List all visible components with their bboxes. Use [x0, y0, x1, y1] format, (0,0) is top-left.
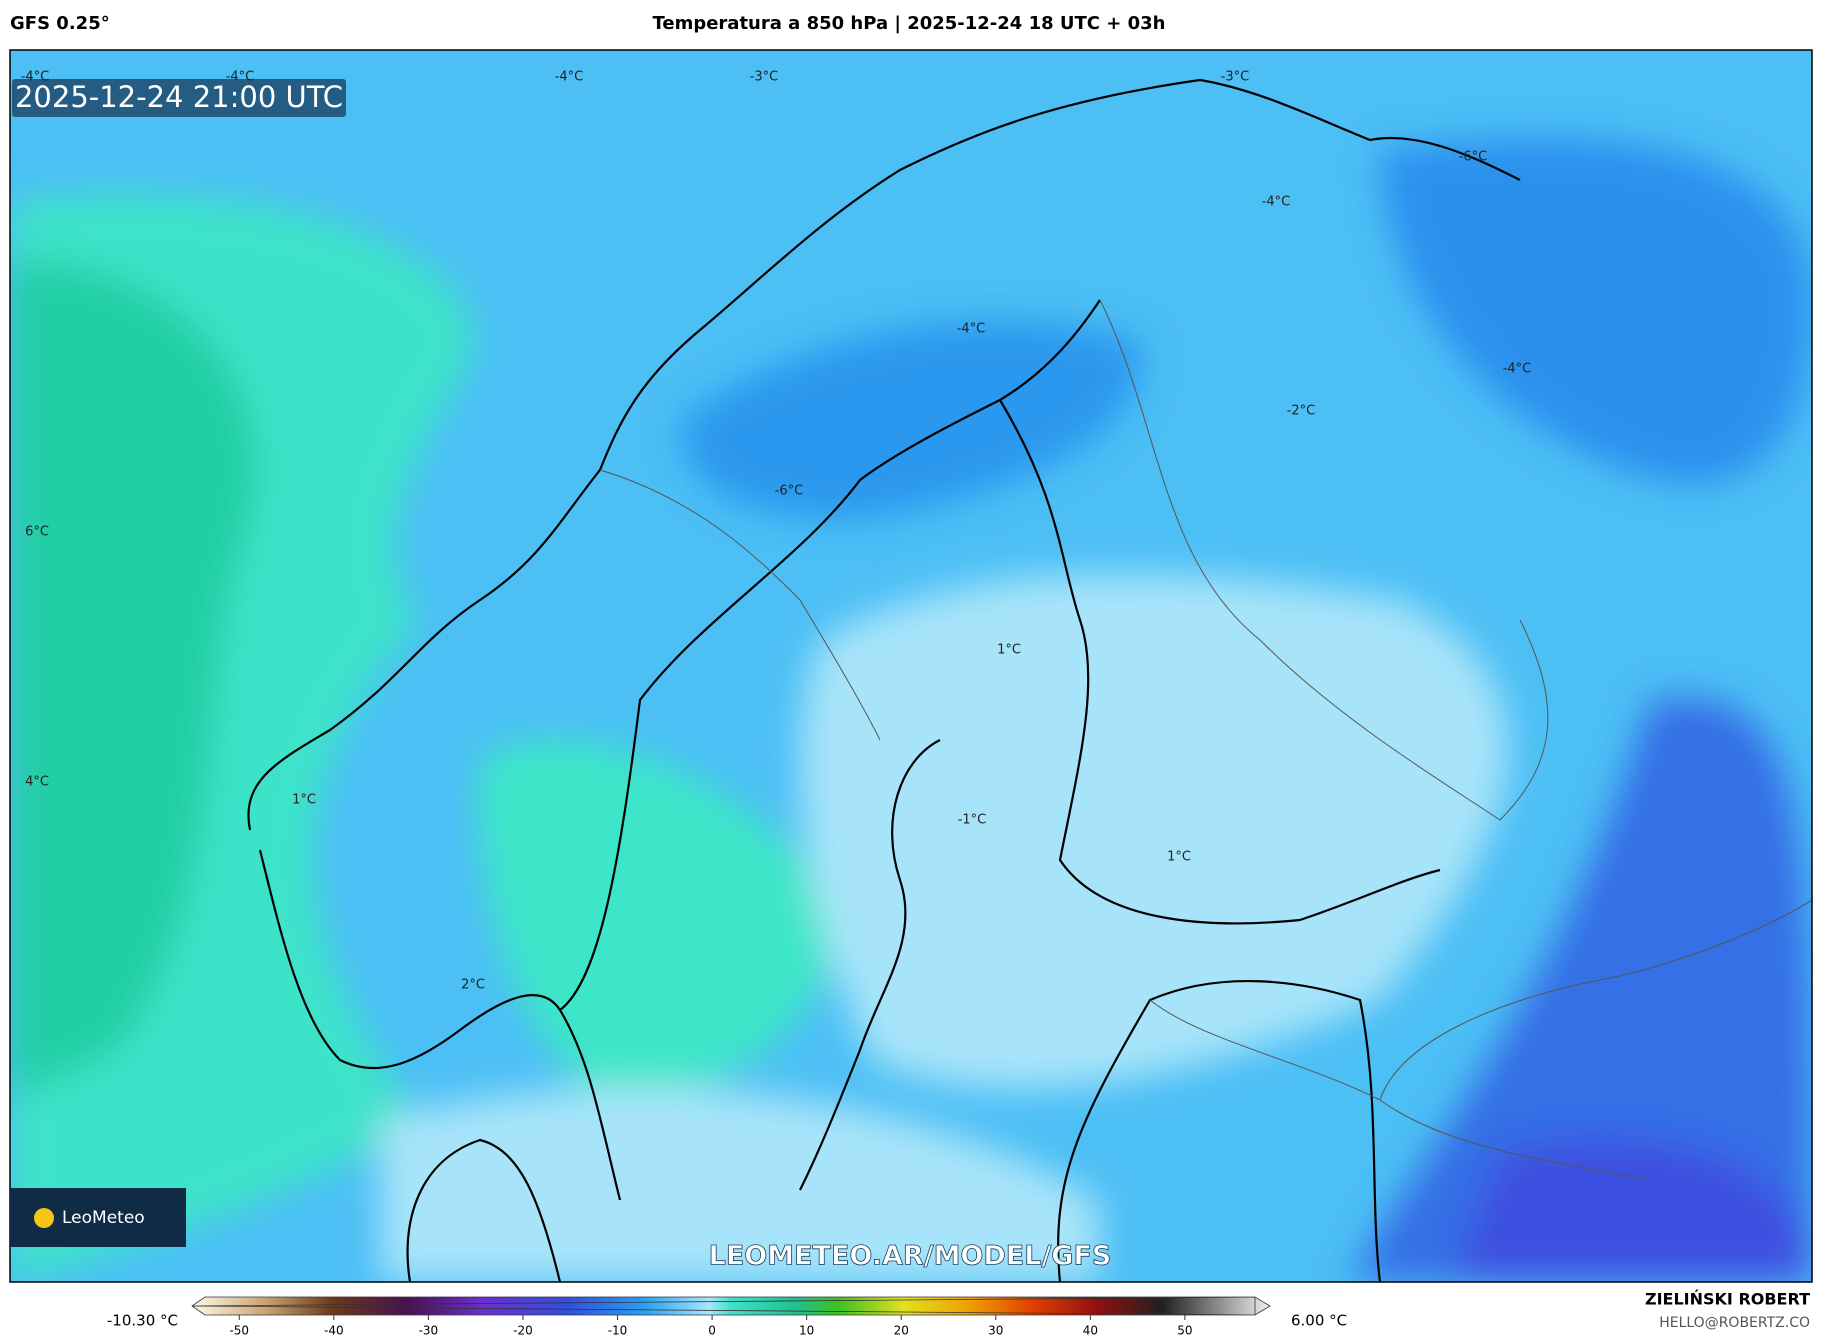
contour-label: -6°C — [1459, 150, 1488, 165]
colorbar-tick-label: 40 — [1083, 1324, 1098, 1338]
colorbar-min: -10.30 °C — [107, 1312, 178, 1330]
colorbar-tick-label: -50 — [229, 1324, 249, 1338]
contour-label: -4°C — [957, 322, 986, 337]
colorbar-tick-label: -10 — [608, 1324, 628, 1338]
colorbar-tick-label: 50 — [1177, 1324, 1192, 1338]
logo-sun — [34, 1208, 54, 1228]
colorbar-tick-label: -30 — [419, 1324, 439, 1338]
contour-label: -3°C — [1221, 70, 1250, 85]
contour-label: 2°C — [461, 978, 485, 993]
watermark: LEOMETEO.AR/MODEL/GFS — [709, 1241, 1112, 1272]
contour-label: 1°C — [292, 793, 316, 808]
contour-label: -6°C — [775, 484, 804, 499]
map-title: Temperatura a 850 hPa | 2025-12-24 18 UT… — [652, 13, 1165, 34]
contour-label: 1°C — [997, 643, 1021, 658]
colorbar-max: 6.00 °C — [1291, 1312, 1347, 1330]
colorbar-tick-label: 30 — [988, 1324, 1003, 1338]
coastlines — [247, 78, 1521, 1282]
contour-label: -4°C — [21, 70, 50, 85]
contour-label: -1°C — [958, 813, 987, 828]
colorbar-tick-label: 0 — [708, 1324, 716, 1338]
contour-label: -4°C — [226, 70, 255, 85]
borders — [599, 299, 1812, 1181]
email: HELLO@ROBERTZ.CO — [1659, 1315, 1810, 1331]
contour-label: 6°C — [25, 525, 49, 540]
colorbar-tick-label: -20 — [513, 1324, 533, 1338]
colorbar-tick-label: 10 — [799, 1324, 814, 1338]
model-label: GFS 0.25° — [10, 13, 110, 34]
timestamp-box — [12, 79, 346, 117]
timestamp: 2025-12-24 21:00 UTC — [15, 80, 343, 114]
logo-text: LeoMeteo — [62, 1208, 145, 1228]
contour-label: -3°C — [750, 70, 779, 85]
colorbar-tick-label: 20 — [894, 1324, 909, 1338]
contour-label: 1°C — [1167, 850, 1191, 865]
contour-labels: -4°C -4°C -4°C -3°C -3°C -6°C -4°C -4°C -4°C -2°C… — [21, 70, 1532, 993]
colorbar-tick-label: -40 — [324, 1324, 344, 1338]
colorbar — [191, 1296, 1271, 1316]
contour-label: -4°C — [555, 70, 584, 85]
colorbar-ticks: -50 -40 -30 -20 -10 0 10 20 30 40 50 — [229, 1315, 1193, 1338]
contour-label: -4°C — [1262, 195, 1291, 210]
map — [10, 50, 1812, 1282]
map-frame — [9, 49, 1813, 1283]
author: ZIELIŃSKI ROBERT — [1645, 1290, 1810, 1309]
contour-label: -4°C — [1503, 362, 1532, 377]
contour-label: -2°C — [1287, 404, 1316, 419]
contour-label: 4°C — [25, 775, 49, 790]
